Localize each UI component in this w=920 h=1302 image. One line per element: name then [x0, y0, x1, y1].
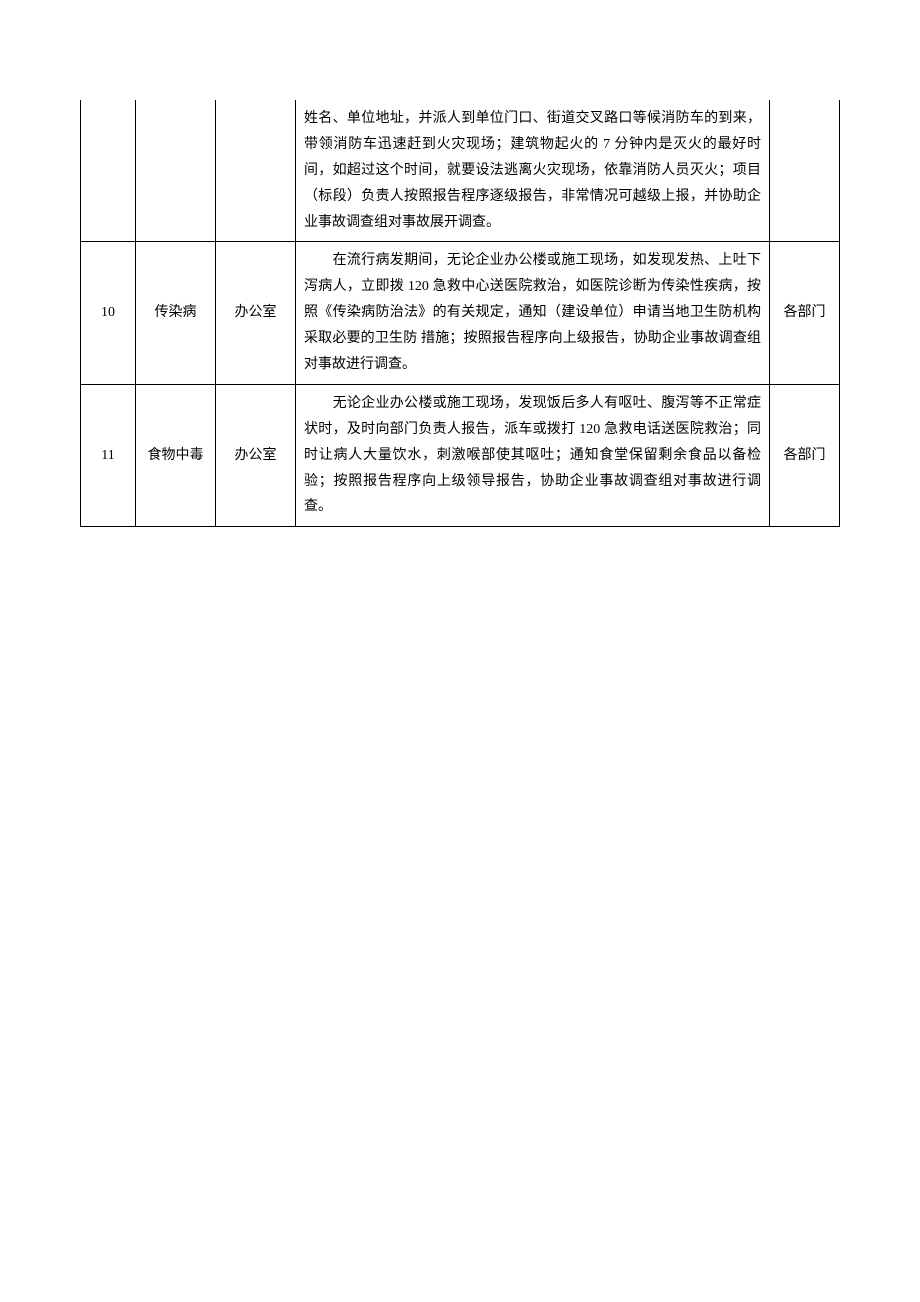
table-row: 10 传染病 办公室 在流行病发期间，无论企业办公楼或施工现场，如发现发热、上吐…: [81, 242, 840, 384]
cell-num: 11: [81, 384, 136, 526]
cell-content: 在流行病发期间，无论企业办公楼或施工现场，如发现发热、上吐下泻病人，立即拨 12…: [296, 242, 770, 384]
cell-scope: 各部门: [770, 242, 840, 384]
cell-dept: [216, 100, 296, 242]
cell-dept: 办公室: [216, 242, 296, 384]
cell-type: 传染病: [136, 242, 216, 384]
cell-scope: [770, 100, 840, 242]
cell-content: 姓名、单位地址，并派人到单位门口、街道交叉路口等候消防车的到来，带领消防车迅速赶…: [296, 100, 770, 242]
cell-num: 10: [81, 242, 136, 384]
table-row: 11 食物中毒 办公室 无论企业办公楼或施工现场，发现饭后多人有呕吐、腹泻等不正…: [81, 384, 840, 526]
cell-content: 无论企业办公楼或施工现场，发现饭后多人有呕吐、腹泻等不正常症状时，及时向部门负责…: [296, 384, 770, 526]
cell-type: 食物中毒: [136, 384, 216, 526]
cell-type: [136, 100, 216, 242]
table-row: 姓名、单位地址，并派人到单位门口、街道交叉路口等候消防车的到来，带领消防车迅速赶…: [81, 100, 840, 242]
cell-num: [81, 100, 136, 242]
table-body: 姓名、单位地址，并派人到单位门口、街道交叉路口等候消防车的到来，带领消防车迅速赶…: [81, 100, 840, 527]
incident-table: 姓名、单位地址，并派人到单位门口、街道交叉路口等候消防车的到来，带领消防车迅速赶…: [80, 100, 840, 527]
cell-scope: 各部门: [770, 384, 840, 526]
cell-dept: 办公室: [216, 384, 296, 526]
